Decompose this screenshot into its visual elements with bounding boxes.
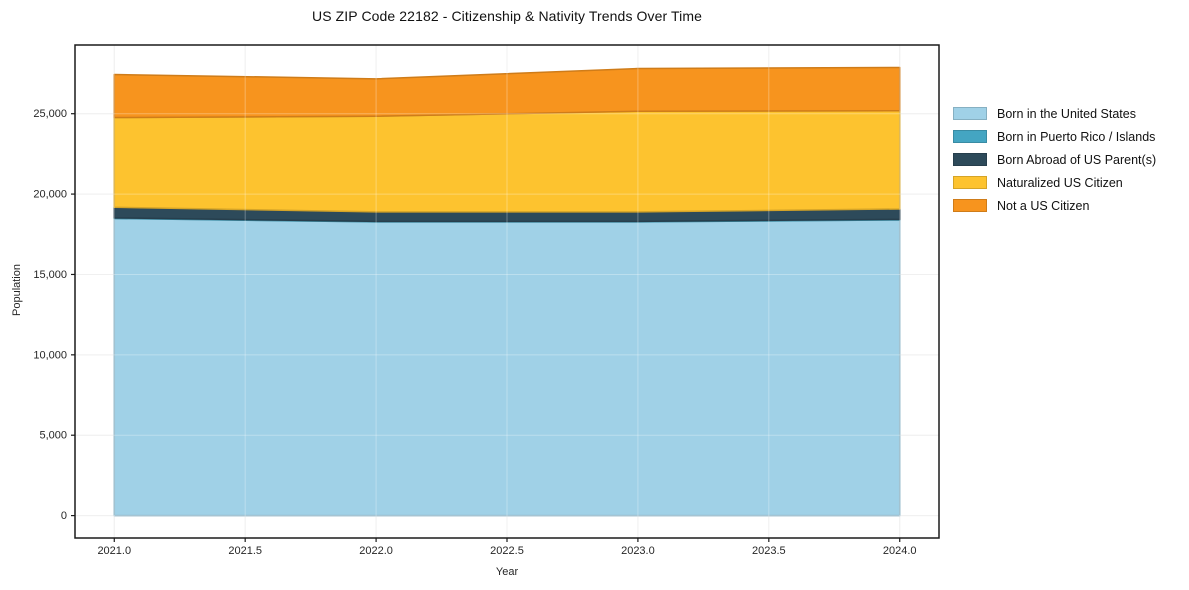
y-tick-label: 5,000 [39,430,67,442]
legend-label: Naturalized US Citizen [997,175,1123,190]
legend-swatch-3 [953,176,987,189]
legend-label: Not a US Citizen [997,198,1090,213]
grid-overlay [75,45,939,538]
legend-swatch-4 [953,199,987,212]
x-tick-label: 2023.5 [752,545,786,557]
legend-swatch-0 [953,107,987,120]
x-tick-label: 2022.0 [359,545,393,557]
x-tick-label: 2022.5 [490,545,524,557]
legend-swatch-2 [953,153,987,166]
x-tick-label: 2023.0 [621,545,655,557]
x-tick-label: 2021.5 [228,545,262,557]
legend-item: Not a US Citizen [953,194,1156,217]
legend-item: Naturalized US Citizen [953,171,1156,194]
legend-item: Born in the United States [953,102,1156,125]
area-series-4 [113,66,901,119]
legend-label: Born in Puerto Rico / Islands [997,129,1156,144]
chart-title: US ZIP Code 22182 - Citizenship & Nativi… [311,8,703,24]
x-tick-label: 2024.0 [883,545,917,557]
legend-item: Born in Puerto Rico / Islands [953,125,1156,148]
stacked-areas [113,66,901,517]
y-tick-label: 20,000 [33,189,67,201]
legend-label: Born in the United States [997,106,1136,121]
y-tick-label: 25,000 [33,108,67,120]
axis-ticks: 2021.0 2021.5 2022.0 2022.5 2023.0 2023.5 2024… [33,108,916,557]
y-tick-label: 15,000 [33,269,67,281]
legend-swatch-1 [953,130,987,143]
x-axis-label: Year [495,566,519,578]
legend: Born in the United States Born in Puerto … [953,102,1156,217]
legend-label: Born Abroad of US Parent(s) [997,152,1157,167]
y-tick-label: 10,000 [33,349,67,361]
y-tick-label: 0 [61,510,67,522]
x-tick-label: 2021.0 [97,545,131,557]
legend-item: Born Abroad of US Parent(s) [953,148,1156,171]
y-axis-label: Population [11,264,23,316]
